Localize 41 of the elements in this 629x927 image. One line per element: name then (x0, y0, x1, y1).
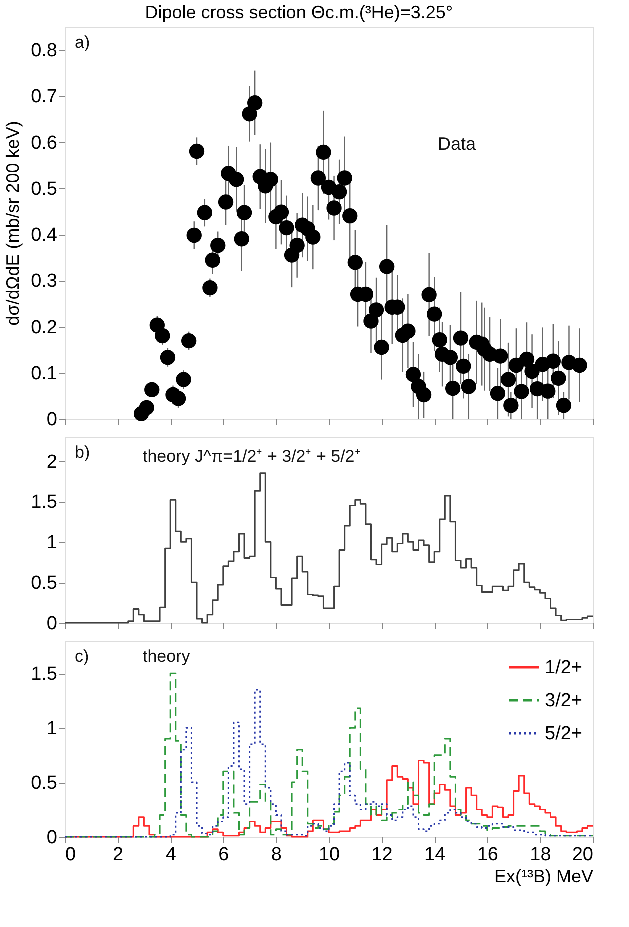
x-tick-label: 8 (271, 844, 282, 866)
chart-title: Dipole cross section Θc.m.(³He)=3.25° (145, 2, 454, 22)
x-tick-label: 20 (572, 844, 594, 866)
x-tick-label: 16 (477, 844, 498, 866)
y-tick-label: 1.5 (31, 492, 58, 514)
y-tick-label: 0.1 (31, 363, 58, 384)
y-tick-label: 0.5 (31, 773, 58, 794)
y-axis-title: dσ/dΩdE (mb/sr 200 keV) (3, 121, 24, 326)
x-tick-label: 12 (372, 844, 393, 866)
annotation: theory (143, 647, 191, 666)
annotation: c) (75, 647, 90, 666)
y-tick-label: 1 (46, 532, 58, 554)
annotation: Data (438, 134, 477, 154)
x-tick-label: 10 (318, 844, 340, 866)
x-axis-title: Ex(¹³B) MeV (494, 866, 594, 886)
y-tick-label: 0 (46, 614, 58, 634)
x-tick-label: 0 (66, 844, 76, 866)
y-tick-label: 0.7 (31, 86, 58, 108)
x-tick-label: 4 (166, 844, 177, 866)
x-tick-label: 6 (218, 844, 230, 866)
y-tick-label: 0.6 (31, 132, 58, 154)
legend-label: 1/2+ (545, 658, 583, 678)
y-tick-label: 0.5 (31, 178, 58, 200)
y-tick-label: 0.2 (31, 317, 58, 338)
y-tick-label: 1.5 (31, 664, 58, 686)
y-tick-label: 0.3 (31, 271, 58, 292)
annotation: theory J^π=1/2⁺ + 3/2⁺ + 5/2⁺ (143, 447, 361, 466)
x-tick-label: 18 (530, 844, 552, 866)
y-tick-label: 0 (46, 828, 58, 848)
y-tick-label: 0.8 (31, 40, 58, 62)
y-tick-label: 0 (46, 410, 58, 430)
x-tick-label: 2 (113, 844, 124, 866)
y-tick-label: 1 (46, 718, 58, 740)
y-tick-label: 0.4 (31, 225, 58, 246)
y-tick-label: 2 (46, 452, 58, 473)
annotation: b) (75, 443, 90, 462)
x-tick-label: 14 (424, 844, 446, 866)
y-tick-label: 0.5 (31, 573, 58, 594)
legend-label: 3/2+ (545, 690, 583, 712)
legend-label: 5/2+ (545, 724, 583, 744)
annotation: a) (75, 33, 90, 52)
